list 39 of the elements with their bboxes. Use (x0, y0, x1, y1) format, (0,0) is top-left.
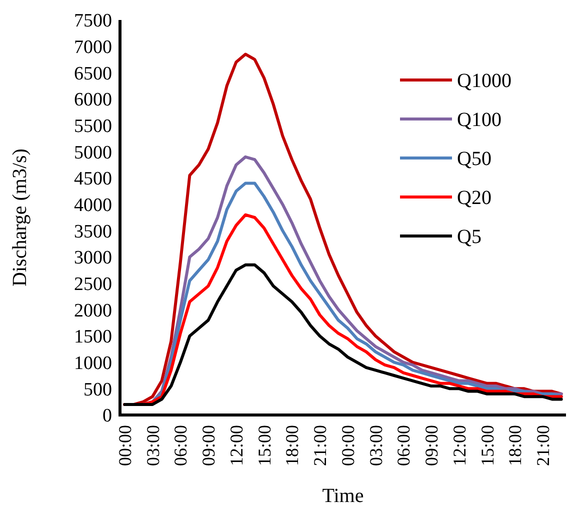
y-tick-label: 7000 (74, 36, 112, 58)
legend-label: Q100 (457, 109, 502, 131)
y-tick-label: 1500 (74, 326, 112, 348)
x-tick-label: 06:00 (394, 425, 414, 466)
x-tick-label: 03:00 (366, 425, 386, 466)
x-tick-label: 09:00 (198, 425, 219, 466)
y-tick-label: 6000 (74, 90, 112, 111)
y-axis-title: Discharge (m3/s) (9, 148, 31, 286)
x-tick-label: 15:00 (477, 425, 498, 466)
y-tick-label: 2000 (74, 300, 112, 322)
x-tick-label: 15:00 (254, 425, 274, 466)
y-tick-label: 1000 (74, 352, 112, 374)
legend-label: Q20 (457, 187, 492, 209)
y-tick-label: 0 (102, 406, 112, 427)
x-tick-label: 18:00 (282, 425, 302, 466)
y-tick-label: 5500 (74, 116, 112, 137)
y-tick-label: 4500 (74, 168, 112, 190)
legend-label: Q50 (457, 148, 492, 170)
y-tick-label: 2500 (74, 274, 112, 295)
x-tick-label: 06:00 (170, 425, 191, 466)
x-tick-label: 00:00 (114, 425, 135, 466)
y-tick-label: 3500 (74, 221, 112, 242)
x-tick-label: 21:00 (533, 425, 554, 466)
legend-label: Q1000 (457, 70, 512, 92)
x-tick-label: 21:00 (310, 425, 330, 466)
y-tick-label: 6500 (74, 63, 112, 84)
y-tick-label: 3000 (74, 248, 112, 269)
legend-label: Q5 (457, 226, 482, 248)
x-tick-label: 03:00 (142, 425, 163, 466)
x-axis-title: Time (322, 485, 364, 506)
y-tick-label: 7500 (74, 10, 112, 32)
y-tick-label: 500 (84, 379, 112, 400)
y-tick-label: 4000 (74, 194, 112, 216)
x-tick-label: 18:00 (505, 425, 526, 466)
y-tick-label: 5000 (74, 142, 112, 164)
x-tick-label: 12:00 (226, 425, 246, 466)
x-tick-label: 12:00 (449, 425, 470, 466)
x-tick-label: 00:00 (338, 425, 358, 466)
x-tick-label: 09:00 (422, 425, 442, 466)
